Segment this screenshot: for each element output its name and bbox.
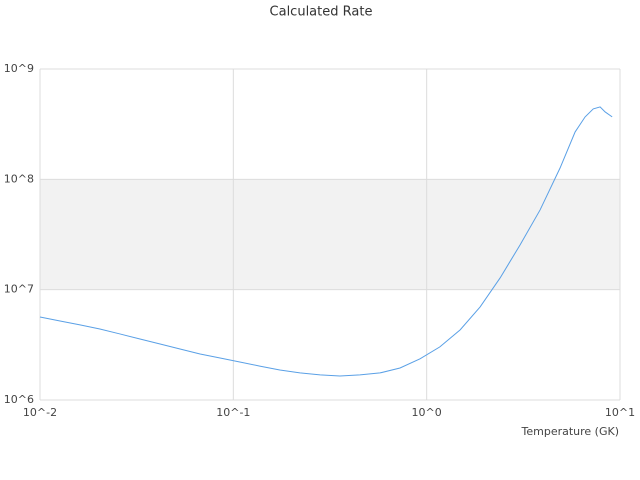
x-tick-label: 10^1 [605,406,635,419]
line [39,106,613,377]
chart-title: Calculated Rate [270,5,373,20]
y-tick-label: 10^6 [4,393,34,406]
y-tick-label: 10^8 [4,172,34,185]
x-tick-label: 10^0 [412,406,442,419]
y-tick-label: 10^9 [4,62,34,75]
x-tick-label: 10^-2 [23,406,57,419]
x-axis-label: Temperature (GK) [521,425,620,438]
grid-band [40,179,620,290]
x-tick-label: 10^-1 [216,406,250,419]
y-tick-label: 10^7 [4,283,34,296]
